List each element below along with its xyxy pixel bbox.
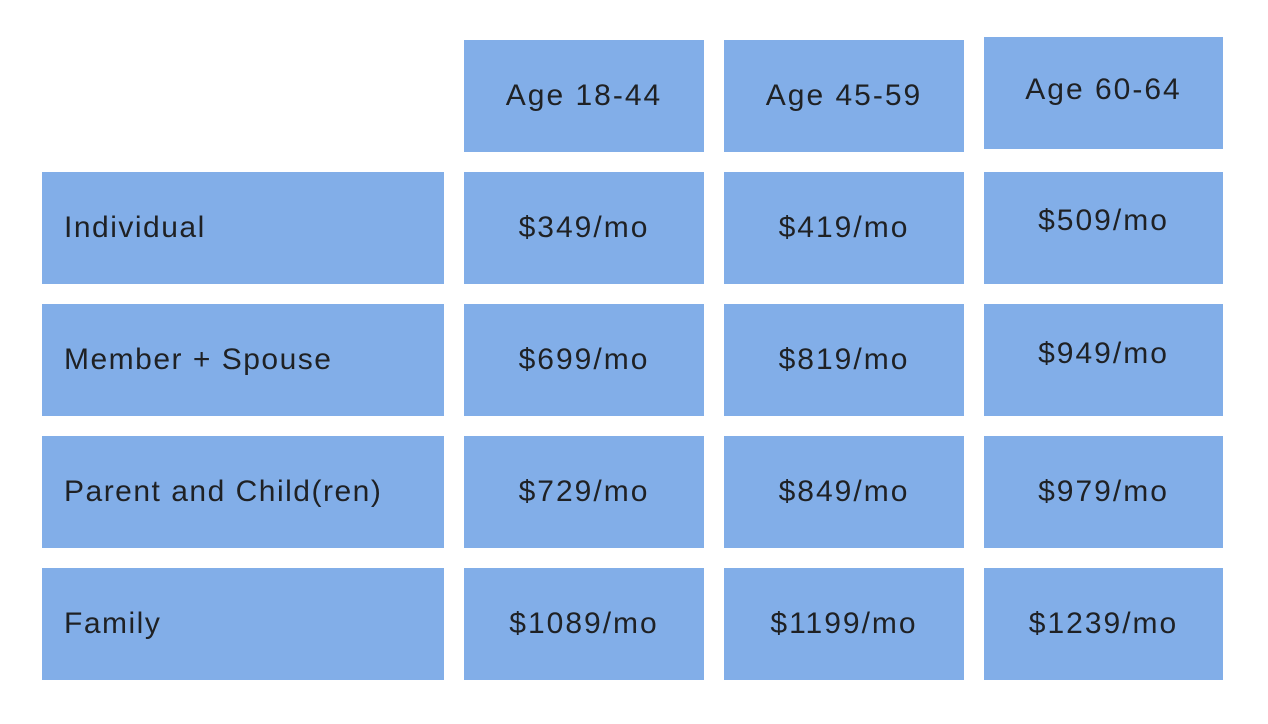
row-label: Member + Spouse: [64, 343, 333, 376]
column-header-age-45-59: Age 45-59: [724, 40, 964, 152]
price-value: $979/mo: [1038, 475, 1169, 508]
price-value: $1239/mo: [1028, 607, 1179, 640]
row-header-member-spouse: Member + Spouse: [42, 304, 444, 416]
price-cell-parent-children-45-59: $849/mo: [724, 436, 964, 548]
row-label: Individual: [64, 211, 206, 244]
row-header-parent-children: Parent and Child(ren): [42, 436, 444, 548]
price-cell-parent-children-18-44: $729/mo: [464, 436, 704, 548]
column-header-label: Age 18-44: [505, 79, 663, 112]
price-cell-individual-60-64: $509/mo: [984, 172, 1223, 284]
row-label: Parent and Child(ren): [64, 475, 383, 508]
price-value: $819/mo: [778, 343, 910, 376]
price-cell-parent-children-60-64: $979/mo: [984, 436, 1223, 548]
row-label: Family: [64, 607, 162, 640]
price-cell-member-spouse-45-59: $819/mo: [724, 304, 964, 416]
table-corner-spacer: [42, 40, 444, 152]
price-cell-member-spouse-60-64: $949/mo: [984, 304, 1223, 416]
price-value: $729/mo: [518, 475, 650, 508]
price-cell-family-18-44: $1089/mo: [464, 568, 704, 680]
price-value: $949/mo: [1038, 337, 1169, 370]
price-value: $509/mo: [1038, 204, 1169, 237]
row-header-family: Family: [42, 568, 444, 680]
price-cell-member-spouse-18-44: $699/mo: [464, 304, 704, 416]
price-value: $1199/mo: [770, 607, 918, 640]
price-cell-family-45-59: $1199/mo: [724, 568, 964, 680]
price-cell-individual-45-59: $419/mo: [724, 172, 964, 284]
column-header-age-60-64: Age 60-64: [984, 37, 1223, 149]
price-value: $1089/mo: [509, 607, 659, 640]
price-cell-individual-18-44: $349/mo: [464, 172, 704, 284]
price-cell-family-60-64: $1239/mo: [984, 568, 1223, 680]
price-value: $849/mo: [778, 475, 910, 508]
row-header-individual: Individual: [42, 172, 444, 284]
column-header-label: Age 45-59: [765, 79, 923, 112]
column-header-label: Age 60-64: [1025, 73, 1182, 106]
price-value: $699/mo: [518, 343, 650, 376]
price-value: $349/mo: [518, 211, 650, 244]
column-header-age-18-44: Age 18-44: [464, 40, 704, 152]
pricing-table: Age 18-44 Age 45-59 Age 60-64 Individual…: [42, 37, 1223, 680]
price-value: $419/mo: [778, 211, 910, 244]
